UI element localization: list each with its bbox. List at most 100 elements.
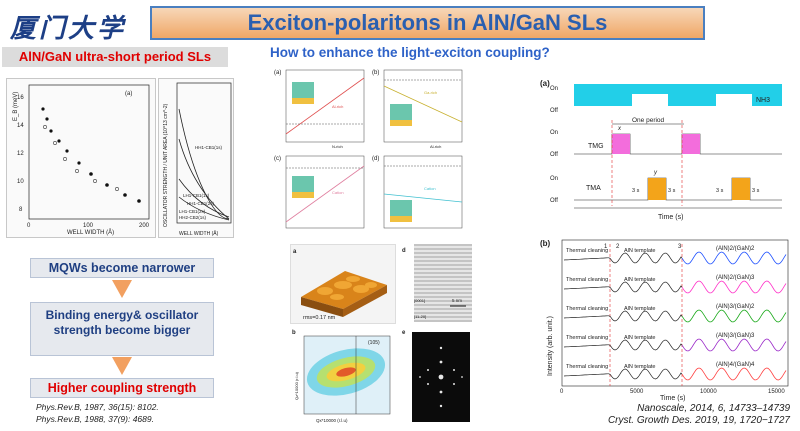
tma-gap-1: 3 s — [632, 188, 640, 194]
reflectance-ylabel: Intensity (arb. unit.) — [547, 316, 554, 376]
quad-b: (b) Ga-rich — [372, 69, 463, 143]
series-label-1: (AlN)2/(GaN)3 — [716, 275, 755, 281]
plot-b-curve-4: HH2-CB2(1s) — [179, 215, 207, 220]
series-label-0: (AlN)2/(GaN)2 — [716, 246, 755, 252]
reflectance-xtick-3: 15000 — [768, 389, 785, 395]
right-references: Nanoscale, 2014, 6, 14733–14739 Cryst. G… — [608, 403, 790, 427]
quad-a-label: (a) — [274, 70, 281, 76]
trace-template-3 — [563, 339, 682, 351]
binding-energy-svg: (a) E_B (meV) WELL WIDTH (Å) 0 100 200 8… — [13, 84, 150, 236]
rsm-map: b (105) Qx*10000 (r.l.u) Qz*10000 (r.l.u… — [290, 326, 394, 426]
template-label-row-3: AlN template — [624, 306, 656, 312]
tma-label: TMA — [586, 185, 601, 192]
tem-direction-2: [11-20] — [414, 314, 426, 319]
fft-pattern-svg: e — [402, 330, 470, 422]
template-label-row-5: AlN template — [624, 364, 656, 370]
plot-b-curve-1: LH1-CB1(1s) — [183, 193, 210, 198]
reference-1: Phys.Rev.B, 1987, 36(15): 8102. — [36, 402, 159, 412]
rsm-ylabel: Qz*10000 (r.l.u) — [294, 371, 299, 400]
tma-off-label: Off — [550, 198, 558, 204]
quad-c-label: (c) — [274, 156, 281, 162]
tma-on-label: On — [550, 176, 558, 182]
reflectance-traces — [563, 251, 787, 381]
quad-axis-b: Al-rich — [430, 144, 441, 149]
trace-series-4 — [682, 367, 787, 381]
fft-pattern: e — [400, 326, 472, 426]
nh3-label: NH3 — [756, 97, 770, 104]
timing-diagram: (a) On Off NH3 One period On Off x TMG O… — [540, 76, 792, 226]
tem-lattice-svg: d [0001] [11-20] 5 nm — [400, 244, 472, 322]
trace-series-2 — [682, 309, 787, 323]
afm-surface-svg: a rms=0.17 nm — [293, 249, 387, 321]
stage-label-row-4: Thermal cleaning — [566, 335, 608, 341]
stage-label-row-3: Thermal cleaning — [566, 306, 608, 312]
timing-xlabel: Time (s) — [658, 214, 683, 221]
reflectance-xtick-0: 0 — [560, 389, 564, 395]
reference-2: Phys.Rev.B, 1988, 37(9): 4689. — [36, 414, 154, 424]
title-banner — [150, 6, 705, 40]
trace-series-3 — [682, 338, 787, 352]
plot-a-xlabel: WELL WIDTH (Å) — [67, 229, 114, 236]
one-period-label: One period — [632, 117, 665, 124]
reflectance-xlabel: Time (s) — [660, 395, 685, 402]
tem-label: d — [402, 248, 406, 254]
template-label-row-2: AlN template — [624, 277, 656, 283]
tma-duration-y: y — [653, 170, 658, 176]
trace-template-4 — [563, 368, 682, 380]
rsm-label: b — [292, 330, 296, 336]
timing-diagram-svg: (a) On Off NH3 One period On Off x TMG O… — [540, 79, 782, 221]
trace-series-1 — [682, 280, 787, 294]
plot-a-xtick-1: 100 — [83, 223, 94, 229]
reference-cryst-growth: Cryst. Growth Des. 2019, 19, 1720−1727 — [607, 415, 790, 426]
nh3-on-label: On — [550, 86, 558, 92]
quad-b-text: Ga-rich — [424, 90, 437, 95]
plot-a-xtick-0: 0 — [27, 223, 31, 229]
rsm-xlabel: Qx*10000 (r.l.u) — [316, 418, 348, 423]
reflectance-plot: (b) Intensity (arb. unit.) Time (s) 0 50… — [540, 236, 792, 402]
tma-gap-4: 3 s — [752, 188, 760, 194]
tmg-off-label: Off — [550, 152, 558, 158]
plot-a-ylabel: E_B (meV) — [13, 92, 19, 121]
flow-step-binding-energy: Binding energy& oscillator strength beco… — [30, 302, 214, 356]
plot-a-points — [41, 107, 141, 203]
tmg-on-label: On — [550, 130, 558, 136]
quad-c: (c) Cation — [274, 155, 365, 229]
plot-b-xlabel: WELL WIDTH (Å) — [179, 230, 219, 237]
tmg-duration-x: x — [617, 126, 622, 132]
center-section-heading: How to enhance the light-exciton couplin… — [270, 45, 550, 60]
plot-a-label: (a) — [125, 91, 132, 97]
tem-image: d [0001] [11-20] 5 nm — [400, 244, 472, 322]
template-label-row-1: AlN template — [624, 248, 656, 254]
timing-label: (a) — [540, 79, 550, 88]
reflectance-xtick-2: 10000 — [700, 389, 717, 395]
quad-b-label: (b) — [372, 70, 379, 76]
plot-a-ytick-3: 14 — [17, 123, 24, 129]
reflectance-label: (b) — [540, 239, 551, 248]
reflectance-marker-2: 2 — [616, 244, 620, 250]
afm-label: a — [293, 249, 297, 255]
tem-direction-1: [0001] — [414, 298, 425, 303]
trace-template-2 — [563, 310, 682, 322]
binding-energy-plot: (a) E_B (meV) WELL WIDTH (Å) 0 100 200 8… — [6, 78, 156, 238]
quad-d: (d) Cation — [372, 155, 463, 229]
rsm-map-svg: b (105) Qx*10000 (r.l.u) Qz*10000 (r.l.u… — [292, 330, 391, 423]
quad-d-text: Cation — [424, 186, 436, 191]
trace-template-1 — [563, 281, 682, 293]
plot-a-xtick-2: 200 — [139, 223, 150, 229]
tma-gap-3: 3 s — [716, 188, 724, 194]
tmg-label: TMG — [588, 143, 604, 150]
reference-nanoscale: Nanoscale, 2014, 6, 14733–14739 — [637, 403, 790, 414]
afm-image: a rms=0.17 nm — [290, 244, 396, 324]
reflectance-svg: (b) Intensity (arb. unit.) Time (s) 0 50… — [540, 239, 789, 402]
reflectance-marker-1: 1 — [604, 244, 608, 250]
formation-energy-svg: (a) Al-rich (b) Ga-rich (c) Cation (d) — [274, 69, 463, 229]
plot-b-ylabel: OSCILLATOR STRENGTH / UNIT AREA (10^13 c… — [163, 103, 169, 227]
quad-a: (a) Al-rich — [274, 69, 365, 143]
rsm-reflection: (105) — [368, 340, 380, 346]
formation-energy-grid: (a) Al-rich (b) Ga-rich (c) Cation (d) — [272, 64, 472, 234]
series-labels: (AlN)2/(GaN)2 (AlN)2/(GaN)3 (AlN)3/(GaN)… — [716, 246, 755, 368]
template-label-row-4: AlN template — [624, 335, 656, 341]
plot-b-curve-0: HH1-CB1(1s) — [195, 145, 223, 150]
quad-d-label: (d) — [372, 156, 379, 162]
series-label-2: (AlN)3/(GaN)2 — [716, 304, 755, 310]
